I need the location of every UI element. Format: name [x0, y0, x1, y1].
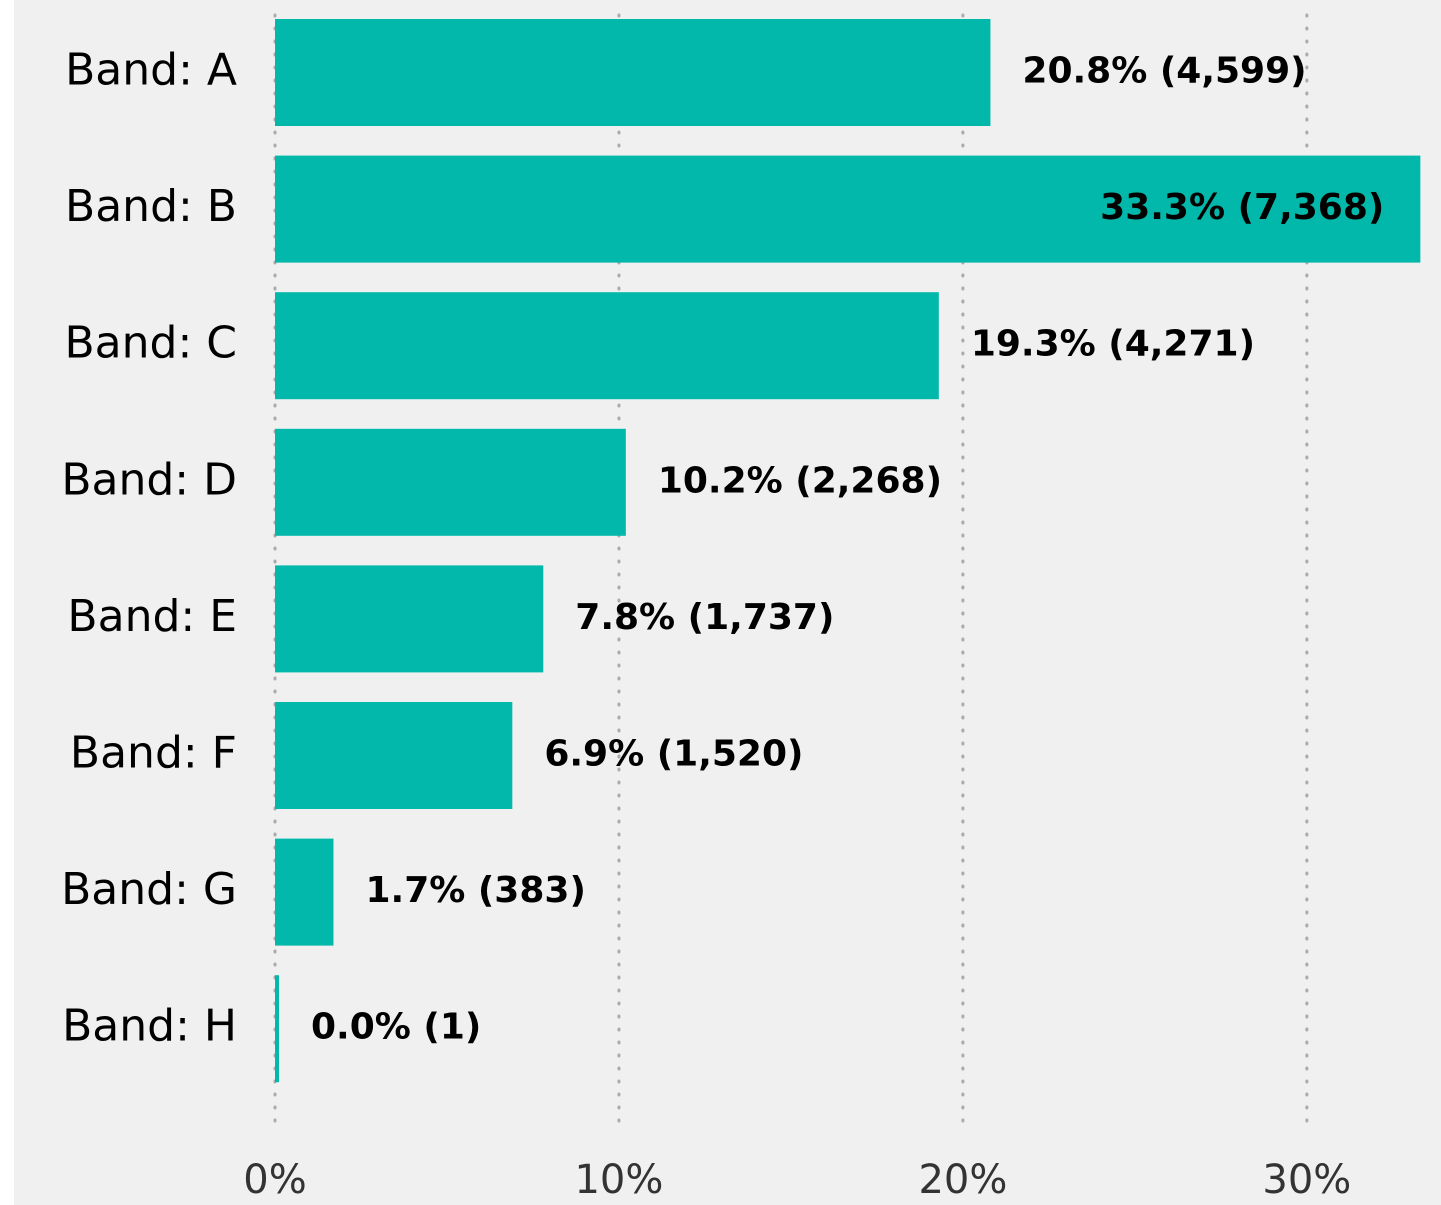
bar [275, 428, 626, 536]
category-label: Band: C [65, 318, 238, 369]
value-label: 7.8% (1,737) [575, 597, 834, 638]
bar [275, 155, 1421, 263]
value-label: 20.8% (4,599) [1022, 51, 1306, 92]
category-label: Band: H [62, 1001, 237, 1052]
value-label: 6.9% (1,520) [544, 734, 803, 775]
bar [275, 292, 939, 400]
value-label: 10.2% (2,268) [658, 460, 942, 501]
value-label: 1.7% (383) [365, 870, 585, 911]
bar [275, 975, 279, 1083]
x-tick-label: 10% [574, 1157, 663, 1203]
category-label: Band: B [65, 181, 237, 232]
bar [275, 702, 513, 809]
bar [275, 565, 544, 673]
category-label: Band: D [61, 454, 237, 505]
value-label: 33.3% (7,368) [1100, 187, 1384, 228]
x-tick-label: 0% [243, 1157, 306, 1203]
x-tick-label: 20% [918, 1157, 1007, 1203]
category-label: Band: F [70, 728, 237, 779]
bar [275, 19, 991, 126]
category-label: Band: G [61, 864, 237, 915]
category-label: Band: A [65, 45, 237, 96]
bar [275, 838, 334, 946]
value-label: 19.3% (4,271) [971, 324, 1255, 365]
category-label: Band: E [67, 591, 237, 642]
value-label: 0.0% (1) [311, 1007, 481, 1048]
x-tick-label: 30% [1262, 1157, 1351, 1203]
